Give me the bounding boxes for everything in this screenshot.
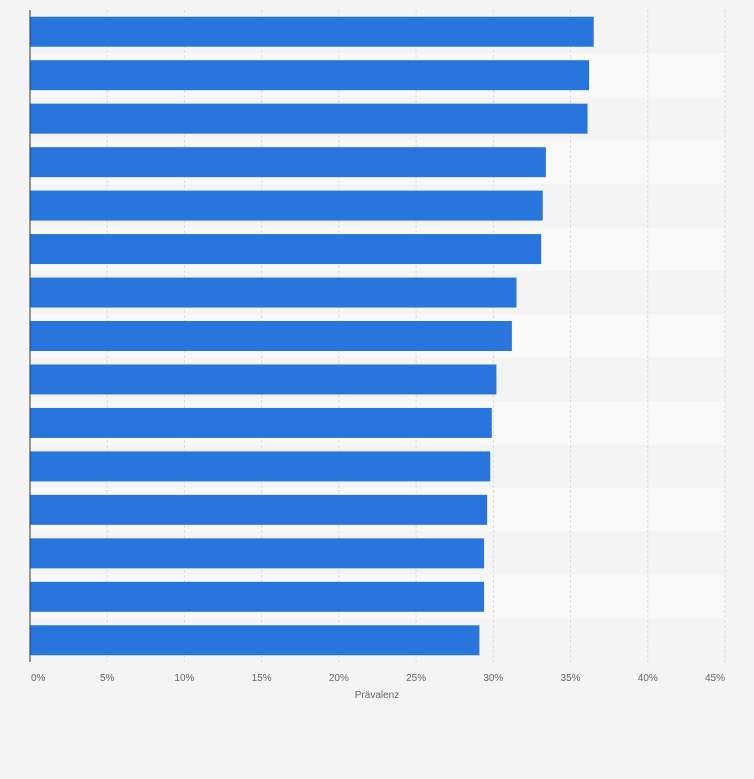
bar[interactable] (30, 625, 480, 656)
bar[interactable] (30, 234, 542, 265)
x-tick-label: 45% (705, 673, 725, 684)
x-tick-label: 25% (406, 673, 426, 684)
x-tick-label: 35% (561, 673, 581, 684)
bar[interactable] (30, 581, 485, 612)
bar[interactable] (30, 60, 590, 91)
x-tick-label: 30% (483, 673, 503, 684)
bar[interactable] (30, 190, 543, 221)
x-tick-label: 15% (252, 673, 272, 684)
x-tick-label: 10% (174, 673, 194, 684)
bar[interactable] (30, 321, 512, 351)
bar[interactable] (30, 407, 492, 438)
bar[interactable] (30, 277, 517, 308)
bar[interactable] (30, 451, 491, 482)
bar[interactable] (30, 364, 497, 395)
bar[interactable] (30, 147, 546, 178)
x-tick-label: 40% (638, 673, 658, 684)
bar[interactable] (30, 103, 588, 134)
bar[interactable] (30, 494, 488, 525)
bars (30, 16, 594, 656)
bar[interactable] (30, 538, 485, 569)
x-tick-label: 20% (329, 673, 349, 684)
bar[interactable] (30, 16, 594, 47)
x-axis-ticks: 0% 5% 10% 15% 20% 25% 30% 35% 40% 45% (31, 673, 725, 684)
x-tick-label: 0% (31, 673, 46, 684)
x-tick-label: 5% (100, 673, 115, 684)
x-axis-label: Prävalenz (355, 690, 399, 701)
